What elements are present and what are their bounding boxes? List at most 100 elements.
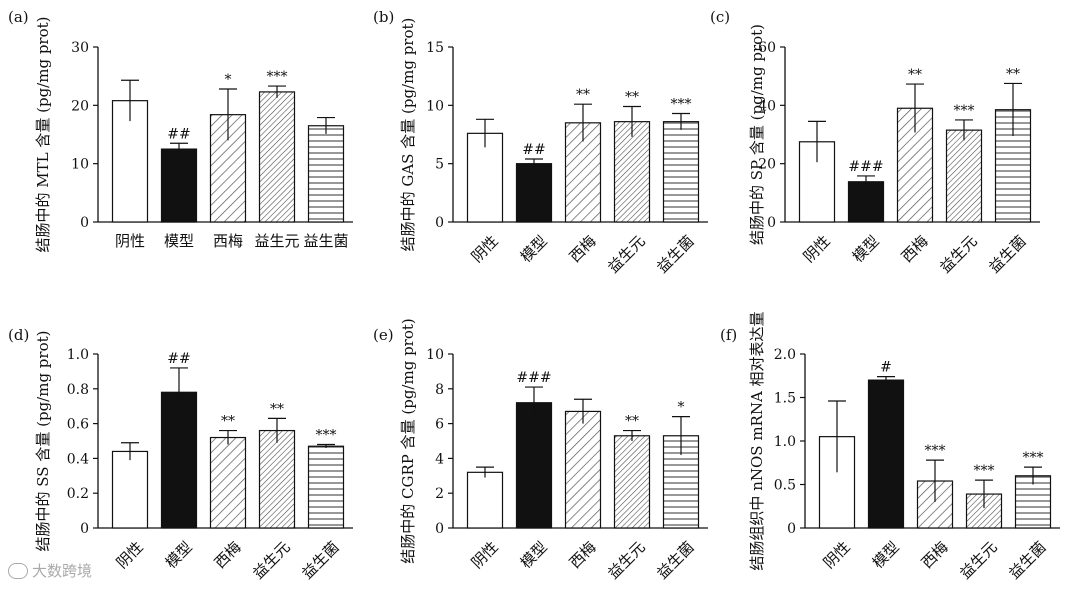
chart-panel-5: (e) 0 2 4 6 8 10 结肠中的 CGRP 含量 (pg/mg prot) 阴性 ###… xyxy=(373,318,708,583)
category-label: 益生元 xyxy=(936,232,981,277)
y-tick-label: 8 xyxy=(435,382,444,398)
significance-label: # xyxy=(880,360,892,376)
y-tick-label: 10 xyxy=(71,157,89,173)
y-axis-title: 结肠中的 CGRP 含量 (pg/mg prot) xyxy=(399,318,417,564)
y-tick-label: 0 xyxy=(80,521,89,537)
category-label: 益生菌 xyxy=(1005,538,1050,583)
chart-panel-1: (a) 0 10 20 30 结肠中的 MTL 含量 (pg/mg prot) 阴性 ## 模型… xyxy=(8,8,353,253)
category-label: 模型 xyxy=(517,232,551,266)
bar xyxy=(307,445,345,529)
bar xyxy=(847,181,885,223)
significance-label: ** xyxy=(1006,66,1020,82)
bar xyxy=(945,129,983,223)
y-tick-label: 20 xyxy=(758,157,776,173)
category-label: 益生菌 xyxy=(298,538,343,583)
bar xyxy=(160,148,198,223)
y-tick-label: 10 xyxy=(426,347,444,363)
y-axis-title: 结肠中的 GAS 含量 (pg/mg prot) xyxy=(399,18,417,252)
y-tick-label: 0.6 xyxy=(67,417,89,433)
category-label: 益生菌 xyxy=(653,232,698,277)
y-tick-label: 0 xyxy=(787,521,796,537)
chart-panel-6: (f) 0 0.5 1.0 1.5 2.0 结肠组织中 nNOS mRNA 相对表达量 阴性 #… xyxy=(720,311,1060,583)
watermark: 大数跨境 xyxy=(8,560,92,581)
bar xyxy=(209,436,247,529)
significance-label: *** xyxy=(316,427,337,443)
category-label: 益生元 xyxy=(254,232,299,250)
bar xyxy=(466,471,504,529)
bar xyxy=(111,450,149,529)
significance-label: * xyxy=(678,400,685,416)
category-label: 西梅 xyxy=(566,538,600,572)
category-label: 模型 xyxy=(869,538,903,572)
category-label: 西梅 xyxy=(918,538,952,572)
watermark-text: 大数跨境 xyxy=(32,562,93,580)
y-tick-label: 20 xyxy=(71,98,89,114)
significance-label: ## xyxy=(167,351,190,367)
y-tick-label: 60 xyxy=(758,40,776,56)
y-axis-title: 结肠中的 MTL 含量 (pg/mg prot) xyxy=(34,16,52,252)
significance-label: ** xyxy=(908,67,922,83)
bar xyxy=(662,121,700,223)
y-tick-label: 6 xyxy=(435,417,444,433)
y-tick-label: 0.5 xyxy=(774,478,796,494)
bar xyxy=(466,132,504,223)
y-tick-label: 0 xyxy=(435,215,444,231)
category-label: 西梅 xyxy=(898,232,932,266)
category-label: 西梅 xyxy=(566,232,600,266)
significance-label: ** xyxy=(625,90,639,106)
category-label: 益生元 xyxy=(604,538,649,583)
category-label: 益生元 xyxy=(249,538,294,583)
significance-label: ### xyxy=(516,370,551,386)
y-tick-label: 0 xyxy=(435,521,444,537)
panel-label: (d) xyxy=(8,326,29,344)
category-label: 益生菌 xyxy=(985,232,1030,277)
panel-label: (e) xyxy=(373,326,394,344)
y-tick-label: 0 xyxy=(80,215,89,231)
bar xyxy=(515,163,553,223)
y-tick-label: 10 xyxy=(426,98,444,114)
category-label: 阴性 xyxy=(820,538,854,572)
bar xyxy=(564,410,602,529)
y-tick-label: 30 xyxy=(71,40,89,56)
significance-label: *** xyxy=(954,103,975,119)
y-axis-title: 结肠中的 SS 含量 (pg/mg prot) xyxy=(34,331,52,552)
category-label: 阴性 xyxy=(468,538,502,572)
significance-label: ## xyxy=(522,142,545,158)
category-label: 益生菌 xyxy=(653,538,698,583)
category-label: 益生菌 xyxy=(303,232,348,250)
bar xyxy=(307,125,345,223)
category-label: 益生元 xyxy=(956,538,1001,583)
y-tick-label: 0.4 xyxy=(67,451,89,467)
category-label: 阴性 xyxy=(800,232,834,266)
panel-label: (a) xyxy=(8,8,29,26)
y-tick-label: 5 xyxy=(435,157,444,173)
bar xyxy=(613,435,651,529)
chart-panel-4: (d) 0 0.2 0.4 0.6 0.8 1.0 结肠中的 SS 含量 (pg/mg pro… xyxy=(8,326,353,583)
bar xyxy=(258,429,296,529)
y-tick-label: 0.2 xyxy=(67,486,89,502)
significance-label: *** xyxy=(267,69,288,85)
bar xyxy=(613,121,651,223)
category-label: 阴性 xyxy=(113,538,147,572)
category-label: 模型 xyxy=(849,232,883,266)
category-label: 西梅 xyxy=(211,538,245,572)
y-tick-label: 0 xyxy=(767,215,776,231)
significance-label: ** xyxy=(625,414,639,430)
category-label: 西梅 xyxy=(213,232,243,250)
significance-label: ** xyxy=(221,414,235,430)
significance-label: *** xyxy=(1023,450,1044,466)
y-tick-label: 15 xyxy=(426,40,444,56)
significance-label: *** xyxy=(974,463,995,479)
panel-label: (c) xyxy=(710,8,730,26)
y-tick-label: 4 xyxy=(435,451,444,467)
y-tick-label: 0.8 xyxy=(67,382,89,398)
significance-label: ** xyxy=(576,87,590,103)
significance-label: ### xyxy=(848,159,883,175)
bar xyxy=(258,91,296,223)
category-label: 模型 xyxy=(517,538,551,572)
significance-label: ## xyxy=(167,126,190,142)
y-axis-title: 结肠组织中 nNOS mRNA 相对表达量 xyxy=(748,311,766,570)
category-label: 益生元 xyxy=(604,232,649,277)
